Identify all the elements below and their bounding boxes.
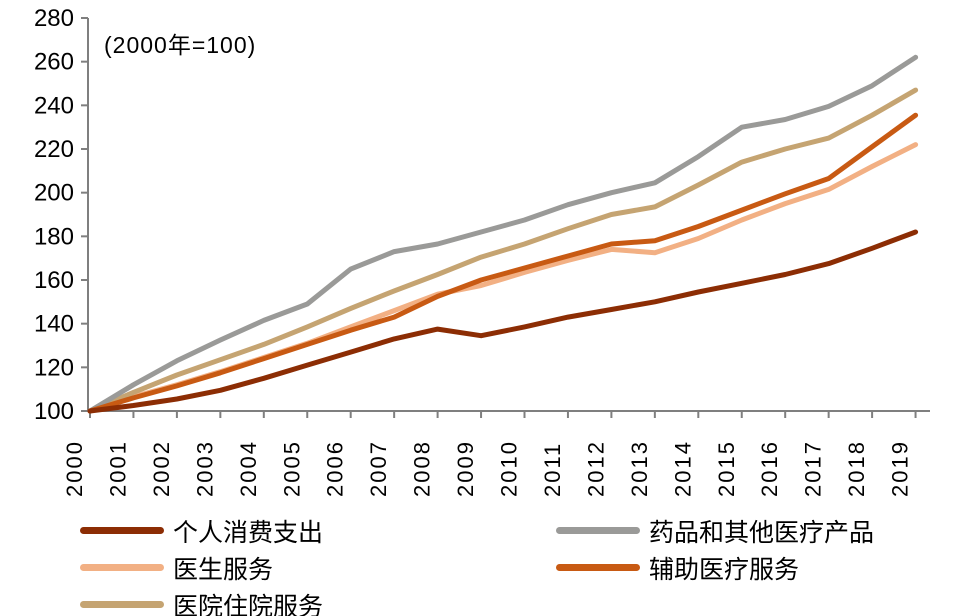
legend-item: 辅助医疗服务 <box>556 549 874 586</box>
axis-lines <box>87 18 930 412</box>
y-axis-label: 160 <box>34 267 74 294</box>
y-axis-label: 240 <box>34 92 74 119</box>
series-line <box>87 112 919 414</box>
legend-item: 医生服务 <box>80 549 323 586</box>
y-axis-label: 200 <box>34 180 74 207</box>
x-axis-label: 2014 <box>670 440 695 497</box>
x-axis-label: 2006 <box>323 440 348 497</box>
legend-label: 药品和其他医疗产品 <box>649 518 875 547</box>
x-axis-label: 2016 <box>757 440 782 497</box>
legend-label: 个人消费支出 <box>173 518 324 547</box>
y-axis-label: 280 <box>34 5 74 32</box>
x-axis-label: 2019 <box>888 440 913 497</box>
y-axis-label: 180 <box>34 223 74 250</box>
series-line <box>87 142 919 414</box>
legend-swatch <box>80 564 164 571</box>
x-axis-label: 2010 <box>497 440 522 497</box>
x-axis-label: 2007 <box>366 440 391 497</box>
x-axis-label: 2000 <box>62 440 87 497</box>
series-line <box>87 87 919 414</box>
x-axis-label: 2017 <box>801 440 826 497</box>
x-axis-label: 2012 <box>583 440 608 497</box>
x-axis-label: 2009 <box>453 440 478 497</box>
legend-swatch <box>556 564 640 571</box>
legend-item: 个人消费支出 <box>80 512 323 549</box>
legend-item: 药品和其他医疗产品 <box>556 512 874 549</box>
legend-label: 辅助医疗服务 <box>649 555 800 584</box>
x-axis-label: 2002 <box>149 440 174 497</box>
legend-item: 医院住院服务 <box>80 586 323 616</box>
legend-swatch <box>556 527 640 534</box>
y-axis-label: 120 <box>34 354 74 381</box>
y-axis-label: 220 <box>34 136 74 163</box>
x-axis-label: 2001 <box>105 440 130 497</box>
x-axis-label: 2011 <box>540 442 565 497</box>
x-axis-label: 2008 <box>410 440 435 497</box>
legend-label: 医生服务 <box>173 555 274 584</box>
legend-column: 药品和其他医疗产品 辅助医疗服务 <box>556 512 874 586</box>
y-axis-label: 260 <box>34 49 74 76</box>
x-axis-label: 2004 <box>236 440 261 497</box>
x-axis-label: 2005 <box>279 440 304 497</box>
series-line <box>87 54 919 414</box>
legend-column: 个人消费支出 医生服务医院住院服务 <box>80 512 323 616</box>
x-axis-label: 2003 <box>192 440 217 497</box>
y-axis-label: 140 <box>34 311 74 338</box>
series-line <box>87 229 919 414</box>
x-axis-label: 2015 <box>714 440 739 497</box>
x-axis-label: 2013 <box>627 440 652 497</box>
x-axis-label: 2018 <box>844 440 869 497</box>
y-axis-label: 100 <box>34 398 74 425</box>
legend-swatch <box>80 601 164 608</box>
legend-label: 医院住院服务 <box>173 592 324 616</box>
chart-base-note: (2000年=100) <box>104 32 257 58</box>
legend-swatch <box>80 527 164 534</box>
